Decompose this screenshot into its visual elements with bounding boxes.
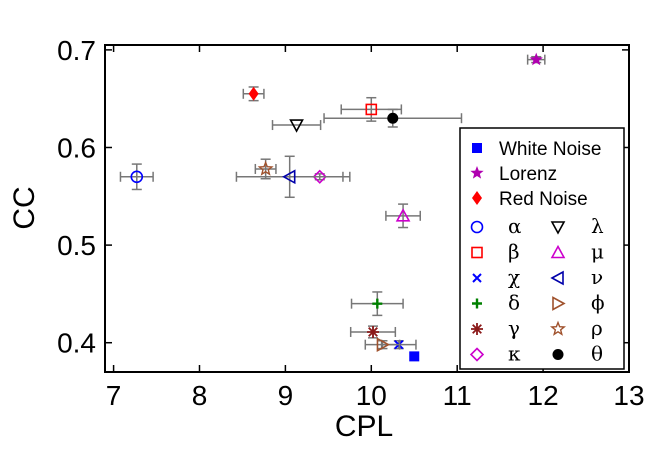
legend-entry-chi: χ [472, 265, 520, 289]
legend-label: μ [591, 240, 604, 264]
legend-label: κ [508, 342, 521, 366]
x-axis-label: CPL [335, 410, 393, 443]
data-points [119, 52, 546, 362]
legend-label: White Noise [499, 139, 601, 160]
y-axis-label: CC [8, 186, 41, 229]
legend-marker [471, 323, 483, 335]
y-tick-label: 0.5 [57, 230, 96, 261]
legend-label: λ [591, 214, 604, 238]
kappa-marker [312, 169, 327, 184]
legend-label: Red Noise [499, 189, 588, 210]
point-alpha [119, 163, 154, 191]
point-Lorenz [526, 52, 546, 66]
legend-entry-lorenz: Lorenz [470, 164, 557, 185]
legend-entry-gamma: γ [471, 316, 520, 340]
nu-marker [282, 169, 296, 185]
legend-entry-alpha: α [470, 214, 522, 238]
Red Noise-marker [248, 86, 259, 101]
White Noise-marker [409, 351, 420, 362]
legend-label: Lorenz [499, 164, 557, 185]
x-tick-label: 7 [106, 380, 122, 411]
legend-entry-phi: ϕ [552, 291, 605, 315]
legend-entry-beta: β [471, 240, 520, 264]
point-rho [254, 158, 277, 180]
legend-marker [472, 191, 482, 205]
legend-marker [471, 246, 483, 259]
legend-marker [552, 349, 564, 360]
legend-marker [470, 166, 484, 179]
delta-marker [372, 298, 383, 309]
legend-label: α [508, 214, 522, 238]
x-tick-label: 12 [528, 380, 559, 411]
legend-label: ν [591, 265, 603, 289]
point-theta [323, 108, 463, 128]
legend-marker [472, 143, 482, 153]
legend-marker [472, 298, 482, 309]
lambda-marker [289, 119, 304, 133]
theta-marker [387, 112, 399, 124]
legend-entry-white-noise: White Noise [472, 139, 601, 160]
mu-marker [395, 208, 411, 222]
legend-marker [552, 296, 566, 311]
legend-marker [470, 220, 484, 234]
legend-label: ϕ [591, 291, 605, 315]
legend-entry-nu: ν [550, 265, 603, 289]
alpha-marker [130, 170, 144, 184]
legend-marker [550, 270, 564, 286]
y-tick-label: 0.4 [57, 328, 96, 359]
legend-entry-theta: θ [552, 342, 603, 366]
rho-marker [257, 160, 274, 176]
legend-label: θ [591, 342, 603, 366]
legend-marker [472, 273, 482, 283]
plot-frame [104, 44, 630, 373]
legend-entry-lambda: λ [550, 214, 604, 238]
legend-entry-kappa: κ [469, 342, 521, 366]
legend-entry-mu: μ [550, 240, 604, 264]
gamma-marker [367, 325, 380, 338]
point-lambda [271, 119, 322, 133]
legend-entry-red-noise: Red Noise [472, 189, 588, 210]
legend-entry-delta: δ [472, 291, 520, 315]
point-nu [235, 155, 344, 199]
legend-entry-rho: ρ [549, 316, 603, 340]
phi-marker [376, 337, 391, 353]
legend-marker [550, 244, 566, 259]
point-phi [364, 337, 401, 353]
legend-label: γ [508, 316, 520, 340]
x-tick-label: 8 [192, 380, 208, 411]
legend-marker [469, 347, 485, 362]
legend-label: χ [508, 265, 520, 289]
point-gamma [349, 325, 397, 339]
legend-marker [549, 320, 567, 336]
x-tick-label: 13 [613, 380, 644, 411]
x-tick-label: 11 [443, 380, 472, 411]
legend-label: β [508, 240, 520, 264]
beta-marker [365, 103, 378, 116]
point-mu [385, 203, 422, 229]
legend-box [459, 127, 625, 370]
point-delta [350, 291, 404, 317]
point-Red Noise [242, 86, 265, 102]
Lorenz-marker [529, 52, 543, 66]
point-White Noise [409, 351, 420, 362]
y-tick-label: 0.7 [57, 35, 96, 66]
legend-label: δ [508, 291, 520, 315]
x-tick-label: 10 [356, 380, 387, 411]
legend-label: ρ [591, 316, 603, 340]
y-tick-label: 0.6 [57, 132, 96, 163]
legend-marker [550, 221, 566, 235]
x-tick-label: 9 [278, 380, 294, 411]
